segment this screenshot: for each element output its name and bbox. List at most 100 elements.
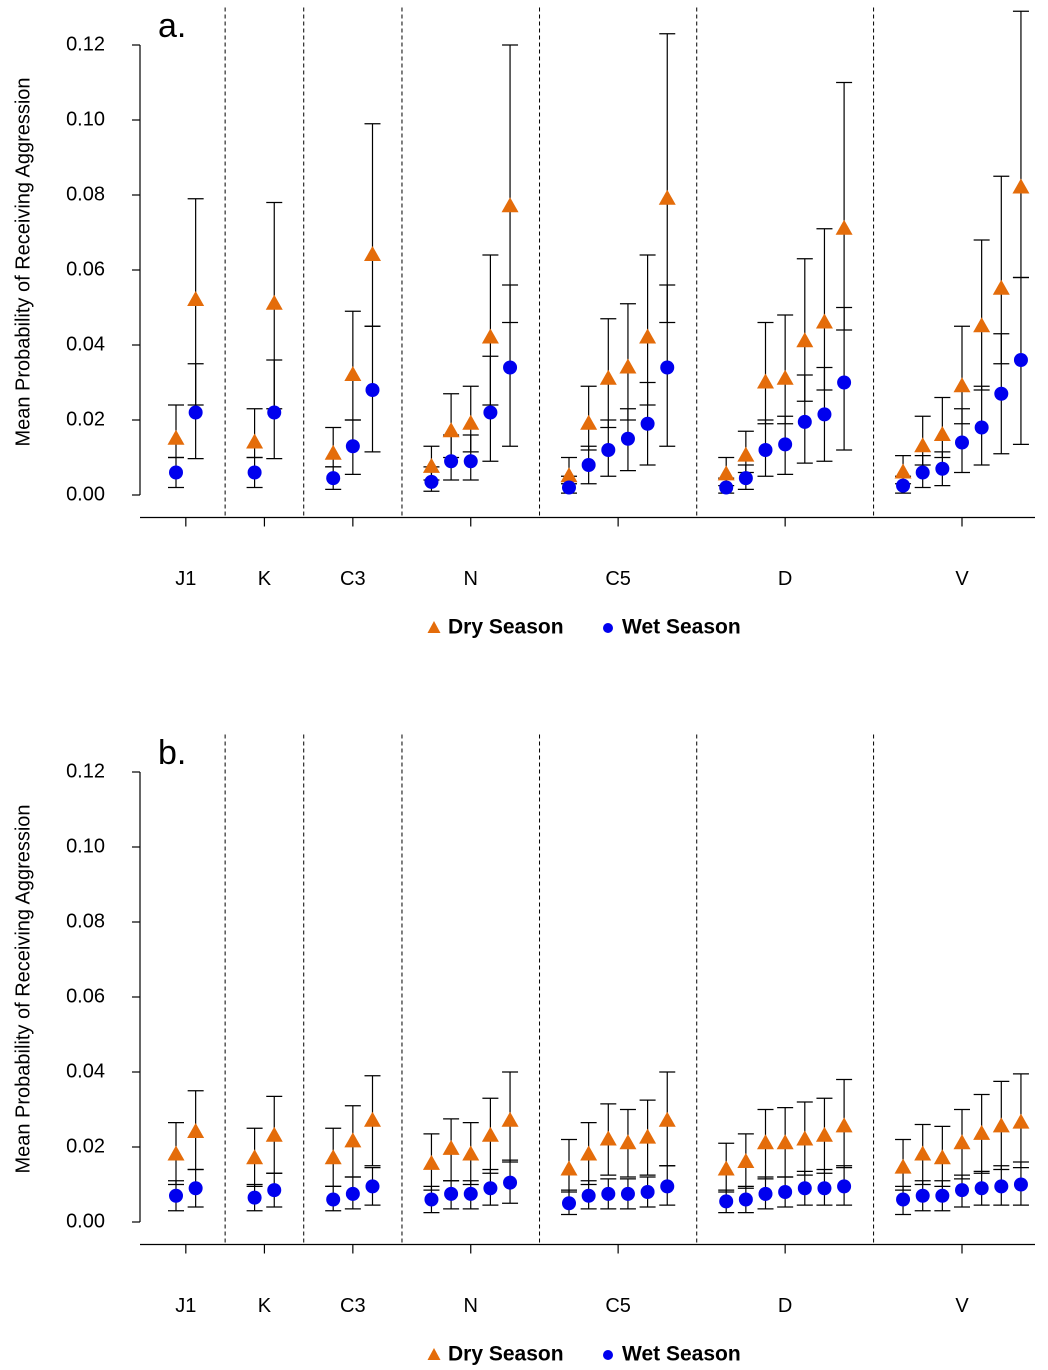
- triangle-marker: [933, 1149, 951, 1165]
- circle-marker: [797, 1181, 812, 1196]
- circle-marker: [837, 1179, 852, 1194]
- triangle-marker: [639, 328, 657, 344]
- legend-label: Dry Season: [448, 616, 564, 639]
- circle-marker: [640, 1185, 655, 1199]
- circle-marker: [778, 1185, 793, 1199]
- x-tick-label: D: [778, 1295, 792, 1317]
- y-axis-label: Mean Probability of Receiving Aggression: [12, 77, 34, 446]
- legend-marker: [603, 623, 613, 633]
- legend-label: Dry Season: [448, 1343, 564, 1366]
- circle-marker: [562, 1196, 576, 1211]
- error-bar: [502, 44, 519, 324]
- circle-marker: [660, 360, 675, 375]
- triangle-marker: [757, 1134, 774, 1150]
- circle-marker: [719, 1194, 734, 1209]
- triangle-marker: [265, 294, 283, 310]
- triangle-marker: [737, 446, 755, 462]
- triangle-marker: [914, 1145, 932, 1161]
- triangle-marker: [757, 373, 774, 389]
- triangle-marker: [619, 1134, 637, 1150]
- circle-marker: [483, 1181, 498, 1196]
- triangle-marker: [501, 1111, 519, 1127]
- triangle-marker: [658, 1111, 676, 1127]
- circle-marker: [974, 420, 989, 435]
- y-tick-label: 0.06: [66, 258, 105, 280]
- y-tick-label: 0.10: [66, 835, 105, 857]
- circle-marker: [738, 1192, 753, 1207]
- circle-marker: [345, 439, 360, 454]
- x-tick-label: C3: [340, 1295, 366, 1317]
- triangle-marker: [364, 1111, 381, 1127]
- triangle-marker: [973, 317, 991, 333]
- circle-marker: [463, 454, 478, 469]
- circle-marker: [601, 1186, 616, 1201]
- circle-marker: [797, 414, 812, 429]
- circle-marker: [188, 1181, 203, 1196]
- triangle-marker: [167, 429, 185, 445]
- triangle-marker: [462, 414, 480, 430]
- triangle-marker: [187, 1123, 205, 1138]
- circle-marker: [719, 480, 734, 495]
- legend-label: Wet Season: [622, 1343, 741, 1366]
- triangle-marker: [992, 1117, 1010, 1133]
- x-tick-label: N: [464, 1295, 478, 1317]
- legend-marker: [603, 1350, 613, 1360]
- x-tick-label: C3: [340, 568, 366, 590]
- circle-marker: [503, 360, 518, 375]
- x-tick-label: K: [258, 568, 272, 590]
- triangle-marker: [265, 1126, 283, 1142]
- triangle-marker: [914, 437, 932, 453]
- legend-marker: [427, 621, 441, 633]
- circle-marker: [247, 465, 262, 480]
- circle-marker: [896, 1192, 911, 1207]
- circle-marker: [955, 1183, 969, 1198]
- panel: 0.00 0.02 0.04 0.06 0.08 0.10 0.12 Mean Probabi…: [12, 7, 1035, 639]
- triangle-marker: [599, 369, 617, 385]
- triangle-marker: [580, 1145, 598, 1161]
- triangle-marker: [639, 1128, 657, 1144]
- circle-marker: [365, 1179, 380, 1194]
- circle-marker: [581, 458, 596, 472]
- circle-marker: [1013, 353, 1028, 367]
- triangle-marker: [933, 426, 951, 441]
- y-tick-label: 0.04: [66, 1060, 105, 1082]
- triangle-marker: [776, 1134, 794, 1150]
- circle-marker: [345, 1186, 360, 1201]
- y-tick-label: 0.12: [66, 760, 105, 782]
- triangle-marker: [776, 369, 794, 385]
- error-bar: [973, 239, 990, 391]
- x-tick-label: K: [258, 1295, 272, 1317]
- triangle-marker: [462, 1145, 480, 1161]
- triangle-marker: [1012, 1113, 1030, 1129]
- x-tick-label: J1: [175, 1295, 196, 1317]
- circle-marker: [935, 461, 950, 476]
- error-bar: [364, 123, 381, 327]
- legend-label: Wet Season: [622, 616, 741, 639]
- circle-marker: [326, 1192, 341, 1207]
- triangle-marker: [1012, 178, 1030, 194]
- circle-marker: [640, 416, 655, 431]
- circle-marker: [994, 386, 1009, 401]
- triangle-marker: [658, 189, 676, 205]
- y-tick-label: 0.02: [66, 408, 105, 430]
- triangle-marker: [560, 1160, 578, 1176]
- circle-marker: [935, 1188, 950, 1203]
- y-tick-label: 0.00: [66, 483, 105, 505]
- error-bar: [246, 408, 263, 459]
- error-bar: [344, 310, 361, 421]
- triangle-marker: [835, 1117, 853, 1133]
- circle-marker: [483, 405, 498, 420]
- circle-marker: [326, 471, 341, 486]
- circle-marker: [424, 1192, 439, 1207]
- x-tick-label: C5: [605, 568, 631, 590]
- circle-marker: [994, 1179, 1009, 1194]
- x-tick-label: V: [955, 568, 969, 590]
- triangle-marker: [481, 1126, 499, 1142]
- panel-label: b.: [158, 734, 186, 772]
- triangle-marker: [992, 279, 1010, 295]
- error-bar: [836, 81, 853, 331]
- triangle-marker: [953, 377, 971, 393]
- triangle-marker: [894, 1158, 912, 1174]
- error-bar: [659, 33, 676, 324]
